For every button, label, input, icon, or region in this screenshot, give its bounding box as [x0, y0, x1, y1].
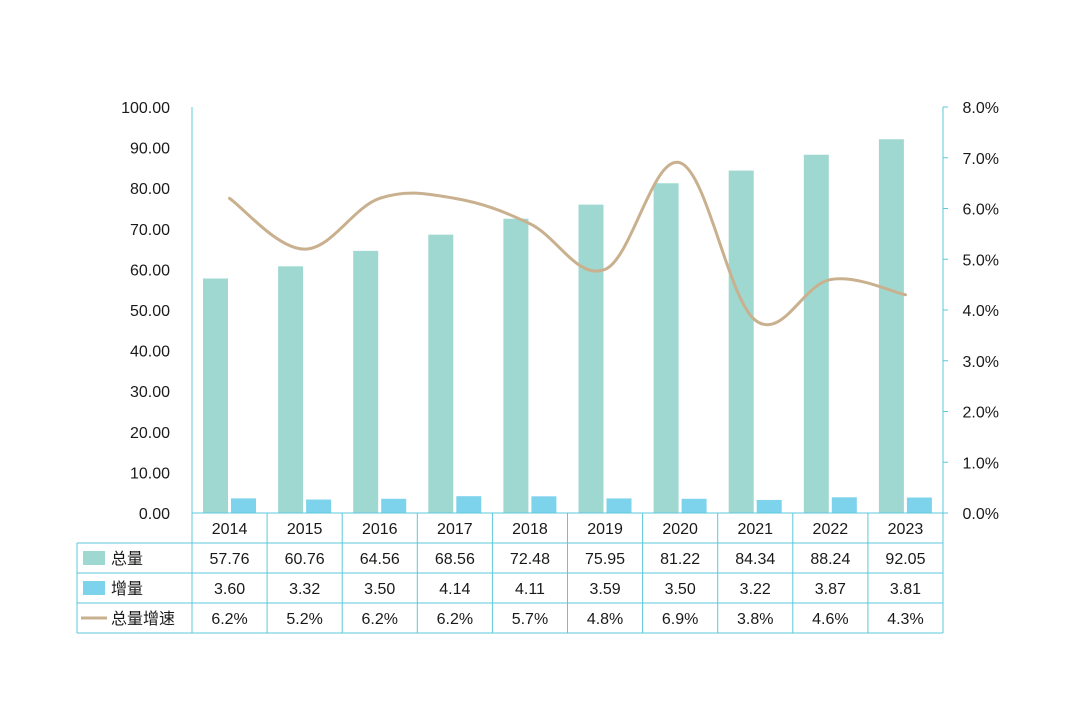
left-axis-tick-label: 70.00	[130, 222, 170, 239]
table-cell-value: 5.2%	[286, 611, 322, 628]
table-cell-value: 92.05	[885, 551, 925, 568]
table-cell-value: 84.34	[735, 551, 775, 568]
bar-total	[353, 250, 379, 513]
bar-increment	[606, 498, 632, 513]
legend-key-increment	[83, 581, 105, 595]
legend-label: 总量增速	[111, 610, 175, 628]
table-cell-value: 3.50	[364, 581, 395, 598]
bar-total	[578, 204, 604, 513]
table-cell-value: 4.14	[439, 581, 470, 598]
table-cell-value: 3.60	[214, 581, 245, 598]
left-axis-tick-label: 30.00	[130, 384, 170, 401]
bar-total	[203, 278, 228, 513]
table-cell-value: 6.2%	[211, 611, 247, 628]
left-axis-tick-label: 20.00	[130, 425, 170, 442]
bar-increment	[531, 496, 557, 513]
bar-total	[278, 266, 304, 513]
table-cell-value: 4.3%	[887, 611, 923, 628]
left-axis-tick-label: 100.00	[121, 100, 170, 117]
bar-total	[878, 139, 904, 514]
table-cell-value: 3.87	[815, 581, 846, 598]
right-axis-tick-label: 2.0%	[963, 405, 999, 422]
x-axis-label: 2020	[662, 521, 698, 538]
left-axis-tick-label: 0.00	[139, 506, 170, 523]
left-axis-tick-label: 10.00	[130, 465, 170, 482]
table-cell-value: 57.76	[210, 551, 250, 568]
left-axis-tick-label: 40.00	[130, 344, 170, 361]
x-axis-label: 2014	[212, 521, 248, 538]
right-axis-tick-label: 1.0%	[963, 455, 999, 472]
growth-rate-line	[228, 161, 907, 327]
right-axis-tick-label: 7.0%	[963, 151, 999, 168]
right-axis-tick-label: 3.0%	[963, 354, 999, 371]
legend-key-total	[83, 551, 105, 565]
x-axis-label: 2021	[737, 521, 773, 538]
right-axis-tick-label: 0.0%	[963, 506, 999, 523]
x-axis-label: 2017	[437, 521, 473, 538]
bar-total	[503, 218, 529, 513]
x-axis-label: 2022	[813, 521, 849, 538]
bar-increment	[756, 499, 782, 513]
table-cell-value: 3.50	[665, 581, 696, 598]
bar-total	[803, 154, 829, 513]
axes	[191, 106, 948, 514]
table-cell-value: 3.81	[890, 581, 921, 598]
growth-line	[228, 161, 907, 327]
right-axis-tick-label: 5.0%	[963, 252, 999, 269]
x-axis-label: 2018	[512, 521, 548, 538]
table-cell-value: 3.59	[589, 581, 620, 598]
table-cell-value: 3.22	[740, 581, 771, 598]
bars	[203, 139, 932, 514]
right-axis-tick-label: 6.0%	[963, 202, 999, 219]
x-axis-label: 2016	[362, 521, 398, 538]
table-cell-value: 68.56	[435, 551, 475, 568]
bar-increment	[306, 499, 332, 513]
table-cell-value: 60.76	[285, 551, 325, 568]
table-cell-value: 4.6%	[812, 611, 848, 628]
left-axis-tick-label: 60.00	[130, 262, 170, 279]
legend-label: 增量	[111, 580, 143, 598]
table-cell-value: 81.22	[660, 551, 700, 568]
table-cell-value: 75.95	[585, 551, 625, 568]
x-axis-label: 2015	[287, 521, 323, 538]
right-axis-tick-labels: 0.0% 1.0% 2.0% 3.0% 4.0% 5.0% 6.0% 7.0% 8.0%	[963, 100, 999, 523]
bar-increment	[231, 498, 256, 513]
right-axis-tick-label: 4.0%	[963, 303, 999, 320]
bar-increment	[456, 496, 482, 513]
table-cell-value: 4.8%	[587, 611, 623, 628]
right-axis-tick-label: 8.0%	[963, 100, 999, 117]
data-table: 2014 2015 2016 2017 2018 2019 2020 2021 2022 2023…	[76, 512, 944, 634]
table-cell-value: 6.9%	[662, 611, 698, 628]
bar-total	[728, 170, 754, 514]
legend-label: 总量	[111, 550, 143, 568]
bar-increment	[381, 498, 407, 513]
bar-increment	[831, 497, 857, 513]
table-cell-value: 6.2%	[437, 611, 473, 628]
x-axis-label: 2023	[888, 521, 924, 538]
table-cell-value: 88.24	[810, 551, 850, 568]
bar-total	[653, 183, 679, 513]
table-cell-value: 64.56	[360, 551, 400, 568]
table-cell-value: 3.32	[289, 581, 320, 598]
bar-increment	[681, 498, 707, 513]
bar-total	[428, 234, 454, 513]
left-axis-tick-label: 80.00	[130, 181, 170, 198]
table-cell-value: 4.11	[515, 581, 545, 598]
bar-increment	[906, 497, 932, 513]
left-axis-tick-label: 50.00	[130, 303, 170, 320]
table-cell-value: 72.48	[510, 551, 550, 568]
table-cell-value: 6.2%	[362, 611, 398, 628]
table-cell-value: 3.8%	[737, 611, 773, 628]
left-axis-tick-labels: 0.00 10.00 20.00 30.00 40.00 50.00 60.00 70.00 8…	[121, 100, 170, 523]
left-axis-tick-label: 90.00	[130, 141, 170, 158]
x-axis-label: 2019	[587, 521, 623, 538]
table-cell-value: 5.7%	[512, 611, 548, 628]
